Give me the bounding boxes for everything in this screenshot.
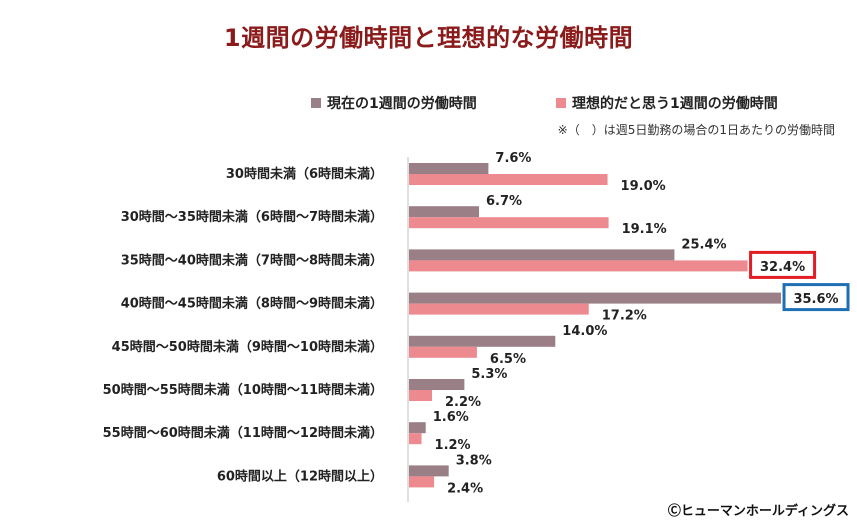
data-label-ideal: 19.0% xyxy=(621,179,666,194)
data-label-ideal: 17.2% xyxy=(602,309,647,324)
chart-note: ※（ ）は週5日勤務の場合の1日あたりの労働時間 xyxy=(557,123,835,137)
data-label-current: 7.6% xyxy=(495,151,531,166)
bar-current xyxy=(409,379,465,390)
bar-ideal xyxy=(409,303,589,315)
data-label-current: 1.6% xyxy=(433,410,469,425)
bar-current xyxy=(409,465,449,477)
category-label: 35時間〜40時間未満（7時間〜8時間未満） xyxy=(121,252,383,268)
category-label: 55時間〜60時間未満（11時間〜12時間未満） xyxy=(103,425,383,441)
bar-current xyxy=(409,249,675,261)
data-label-current: 25.4% xyxy=(681,237,726,252)
chart-title: 1週間の労働時間と理想的な労働時間 xyxy=(223,24,634,52)
bar-ideal xyxy=(409,217,609,229)
data-label-ideal: 1.2% xyxy=(435,438,471,453)
category-label: 30時間〜35時間未満（6時間〜7時間未満） xyxy=(121,209,383,225)
category-label: 45時間〜50時間未満（9時間〜10時間未満） xyxy=(112,339,383,355)
category-label: 30時間未満（6時間未満） xyxy=(226,166,383,182)
legend-label-current: 現在の1週間の労働時間 xyxy=(327,96,477,112)
legend-item-ideal: 理想的だと思う1週間の労働時間 xyxy=(556,93,778,113)
data-label-current: 14.0% xyxy=(562,324,607,339)
copyright-text: Ⓒヒューマンホールディングス xyxy=(667,504,849,519)
bar-ideal xyxy=(409,346,477,358)
bar-current xyxy=(409,292,782,304)
bar-ideal xyxy=(409,174,608,185)
category-label: 50時間〜55時間未満（10時間〜11時間未満） xyxy=(103,382,383,398)
bar-current xyxy=(409,422,426,434)
bar-current xyxy=(409,206,480,218)
data-label-current: 6.7% xyxy=(486,194,522,209)
highlight-box-red xyxy=(749,250,817,279)
bar-current xyxy=(409,163,489,174)
bar-ideal xyxy=(409,476,435,488)
data-label-ideal: 32.4% xyxy=(760,260,805,275)
data-label-current: 35.6% xyxy=(793,292,838,307)
bar-ideal xyxy=(409,390,432,401)
legend-swatch-current xyxy=(311,98,321,108)
data-label-current: 5.3% xyxy=(471,367,507,382)
bar-ideal xyxy=(409,260,748,272)
category-label: 60時間以上（12時間以上） xyxy=(217,468,383,484)
legend-item-current: 現在の1週間の労働時間 xyxy=(311,93,477,113)
bar-current xyxy=(409,335,556,347)
data-label-ideal: 6.5% xyxy=(490,352,526,367)
data-label-ideal: 2.4% xyxy=(447,481,483,496)
legend-swatch-ideal xyxy=(556,98,566,108)
data-label-ideal: 2.2% xyxy=(445,395,481,410)
data-label-ideal: 19.1% xyxy=(622,222,667,237)
data-label-current: 3.8% xyxy=(456,453,492,468)
highlight-box-blue xyxy=(782,283,850,312)
legend-label-ideal: 理想的だと思う1週間の労働時間 xyxy=(572,96,778,112)
bar-ideal xyxy=(409,433,422,445)
category-label: 40時間〜45時間未満（8時間〜9時間未満） xyxy=(121,296,383,312)
